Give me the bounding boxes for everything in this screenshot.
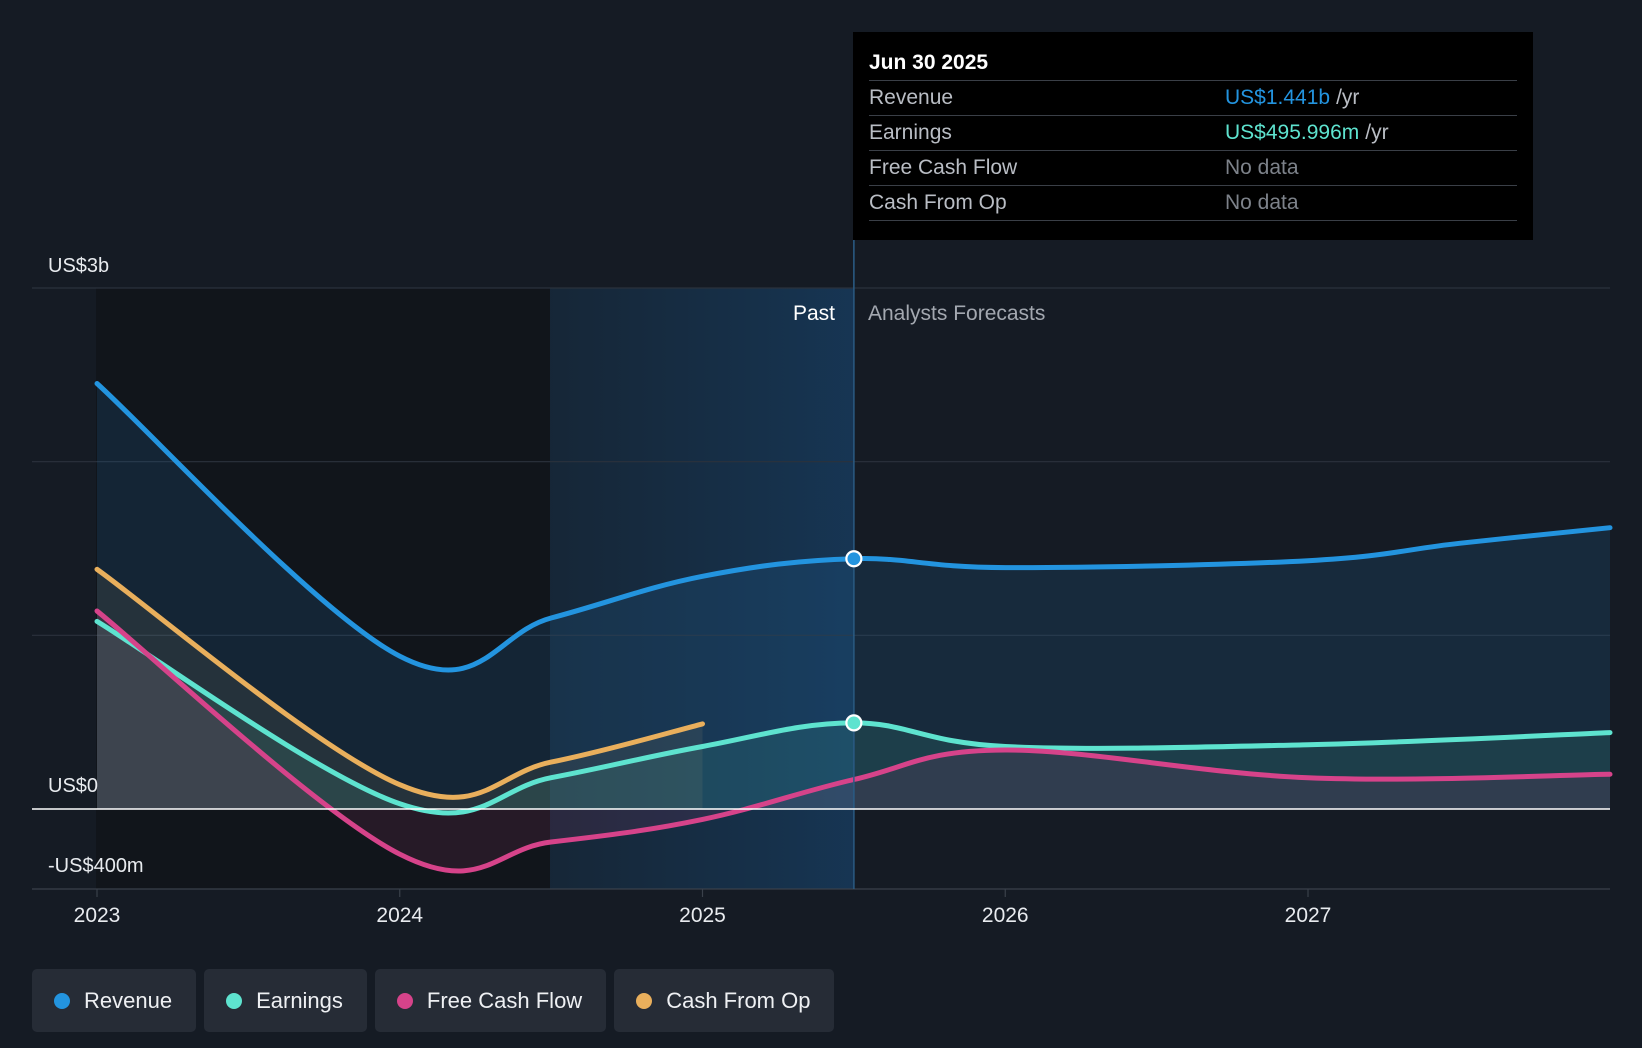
earnings-area [97,621,1610,814]
free-cash-flow-area [97,611,1610,872]
cash-from-op-area [97,569,703,809]
past-background [96,288,550,889]
revenue-marker[interactable] [845,550,863,568]
y-label-top: US$3b [48,255,109,277]
x-tick-label: 2023 [74,904,121,927]
legend-item-earnings[interactable]: Earnings [204,969,367,1032]
chart-legend: Revenue Earnings Free Cash Flow Cash Fro… [32,969,835,1032]
x-tick-label: 2025 [679,904,726,927]
tooltip-unit: /yr [1336,86,1360,109]
legend-dot-icon [226,992,243,1009]
tooltip-value: US$1.441b [1225,86,1331,109]
tooltip-row-earnings: Earnings US$495.996m/yr [869,116,1517,151]
revenue-line [94,381,1613,673]
tooltip-row-revenue: Revenue US$1.441b/yr [869,81,1517,116]
legend-label: Free Cash Flow [426,987,583,1013]
x-tick-label: 2024 [376,904,423,927]
tooltip-label: Revenue [869,86,954,109]
tooltip-value: No data [1225,191,1299,214]
x-tick-label: 2027 [1285,904,1332,927]
y-label-zero: US$0 [48,775,98,797]
earnings-line [94,618,1613,816]
free-cash-flow-line [94,608,1613,874]
tooltip-row-cash-from-op: Cash From Op No data [869,186,1517,221]
tooltip-label: Cash From Op [869,191,1007,214]
cash-from-op-line [94,566,705,800]
legend-item-free-cash-flow[interactable]: Free Cash Flow [374,969,607,1032]
x-tick-label: 2026 [982,904,1029,927]
region-past-label: Past [793,302,835,325]
legend-label: Cash From Op [666,987,811,1013]
legend-item-cash-from-op[interactable]: Cash From Op [614,969,835,1032]
tooltip-unit: /yr [1365,121,1389,144]
region-forecast-label: Analysts Forecasts [868,302,1045,325]
tooltip-row-free-cash-flow: Free Cash Flow No data [869,151,1517,186]
y-label-bottom: -US$400m [48,855,144,877]
legend-label: Revenue [84,987,173,1013]
earnings-marker[interactable] [845,714,863,732]
legend-dot-icon [636,992,653,1009]
legend-label: Earnings [256,987,343,1013]
tooltip-label: Earnings [869,121,952,144]
legend-dot-icon [54,992,70,1009]
past-highlight-band [550,288,853,889]
data-tooltip: Jun 30 2025 Revenue US$1.441b/yr Earning… [853,32,1533,240]
legend-item-revenue[interactable]: Revenue [32,969,197,1032]
legend-dot-icon [396,992,413,1009]
tooltip-value: No data [1225,156,1299,179]
tooltip-date: Jun 30 2025 [869,46,1517,81]
tooltip-label: Free Cash Flow [869,156,1018,179]
tooltip-value: US$495.996m [1225,121,1360,144]
